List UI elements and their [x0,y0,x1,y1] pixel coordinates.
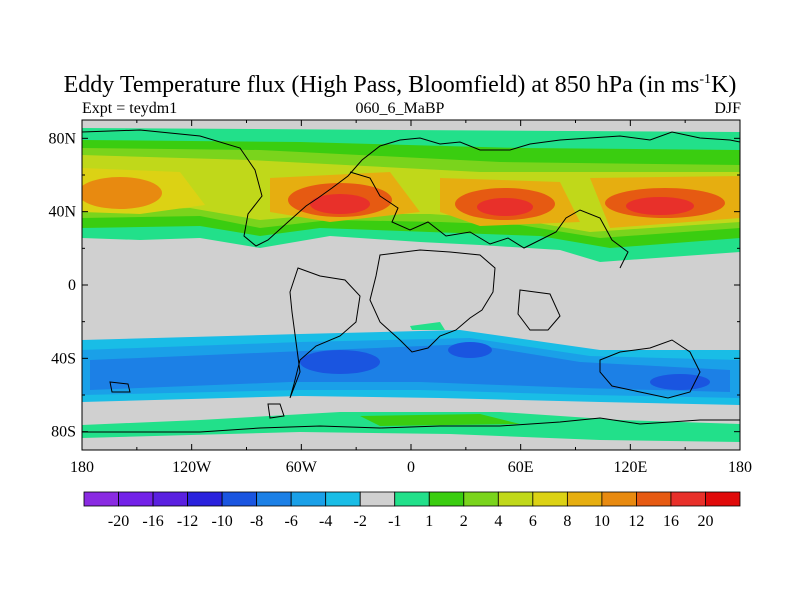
experiment-label: Expt = teydm1 [82,100,178,117]
continent-outlines [82,129,740,433]
colorbar-label: 4 [494,513,502,530]
y-tick-label: 0 [68,277,76,294]
colorbar-label: 20 [697,513,713,530]
y-tick-label: 40S [51,350,76,367]
season-label: DJF [714,100,741,117]
colorbar-label: 1 [425,513,433,530]
colorbar-swatch [428,491,465,507]
colorbar: -20 -16 -12 -10 -8 -6 -4 -2 -1 1 2 4 6 8 10 12 16 20 [83,491,741,530]
colorbar-label: 8 [563,513,571,530]
colorbar-swatch [463,491,499,507]
colorbar-label: -20 [108,513,129,530]
colorbar-swatch [705,491,741,507]
colorbar-swatch [221,491,258,507]
colorbar-label: -2 [354,513,367,530]
colorbar-swatch [532,491,568,507]
colorbar-swatch [83,491,119,507]
colorbar-swatch [325,491,361,507]
colorbar-label: -12 [177,513,198,530]
colorbar-swatch [566,491,603,507]
y-axis: 80N 40N 0 40S 80S [48,130,740,441]
colorbar-label: 10 [594,513,610,530]
colorbar-swatch [359,491,396,507]
y-tick-label: 40N [48,204,76,221]
colorbar-swatch [601,491,637,507]
colorbar-label: -1 [388,513,401,530]
x-tick-label: 0 [407,459,415,476]
colorbar-swatch [256,491,292,507]
colorbar-swatch [187,491,223,507]
colorbar-label: -8 [250,513,263,530]
experiment-id-label: 060_6_MaBP [355,100,445,117]
colorbar-label: -10 [211,513,232,530]
colorbar-label: 12 [628,513,644,530]
colorbar-label: -4 [319,513,332,530]
x-tick-label: 180 [728,459,752,476]
colorbar-label: -6 [284,513,297,530]
map-field [82,120,740,450]
colorbar-swatch [394,491,430,507]
colorbar-label: 16 [663,513,679,530]
chart-title: Eddy Temperature flux (High Pass, Bloomf… [63,72,737,98]
colorbar-swatch [118,491,154,507]
colorbar-label: 6 [529,513,537,530]
x-tick-label: 60W [286,459,318,476]
x-tick-label: 120W [172,459,212,476]
colorbar-swatch [290,491,327,507]
colorbar-swatch [152,491,188,507]
x-tick-label: 180 [70,459,94,476]
y-tick-label: 80S [51,424,76,441]
colorbar-swatch [636,491,672,507]
northern-storm-track [82,128,740,262]
x-tick-label: 120E [613,459,647,476]
southern-storm-track [82,322,740,405]
x-axis: 180 120W 60W 0 60E 120E 180 [70,120,752,476]
colorbar-label: 2 [460,513,468,530]
colorbar-swatch [497,491,534,507]
x-tick-label: 60E [508,459,534,476]
colorbar-swatch [670,491,706,507]
colorbar-label: -16 [142,513,163,530]
y-tick-label: 80N [48,130,76,147]
